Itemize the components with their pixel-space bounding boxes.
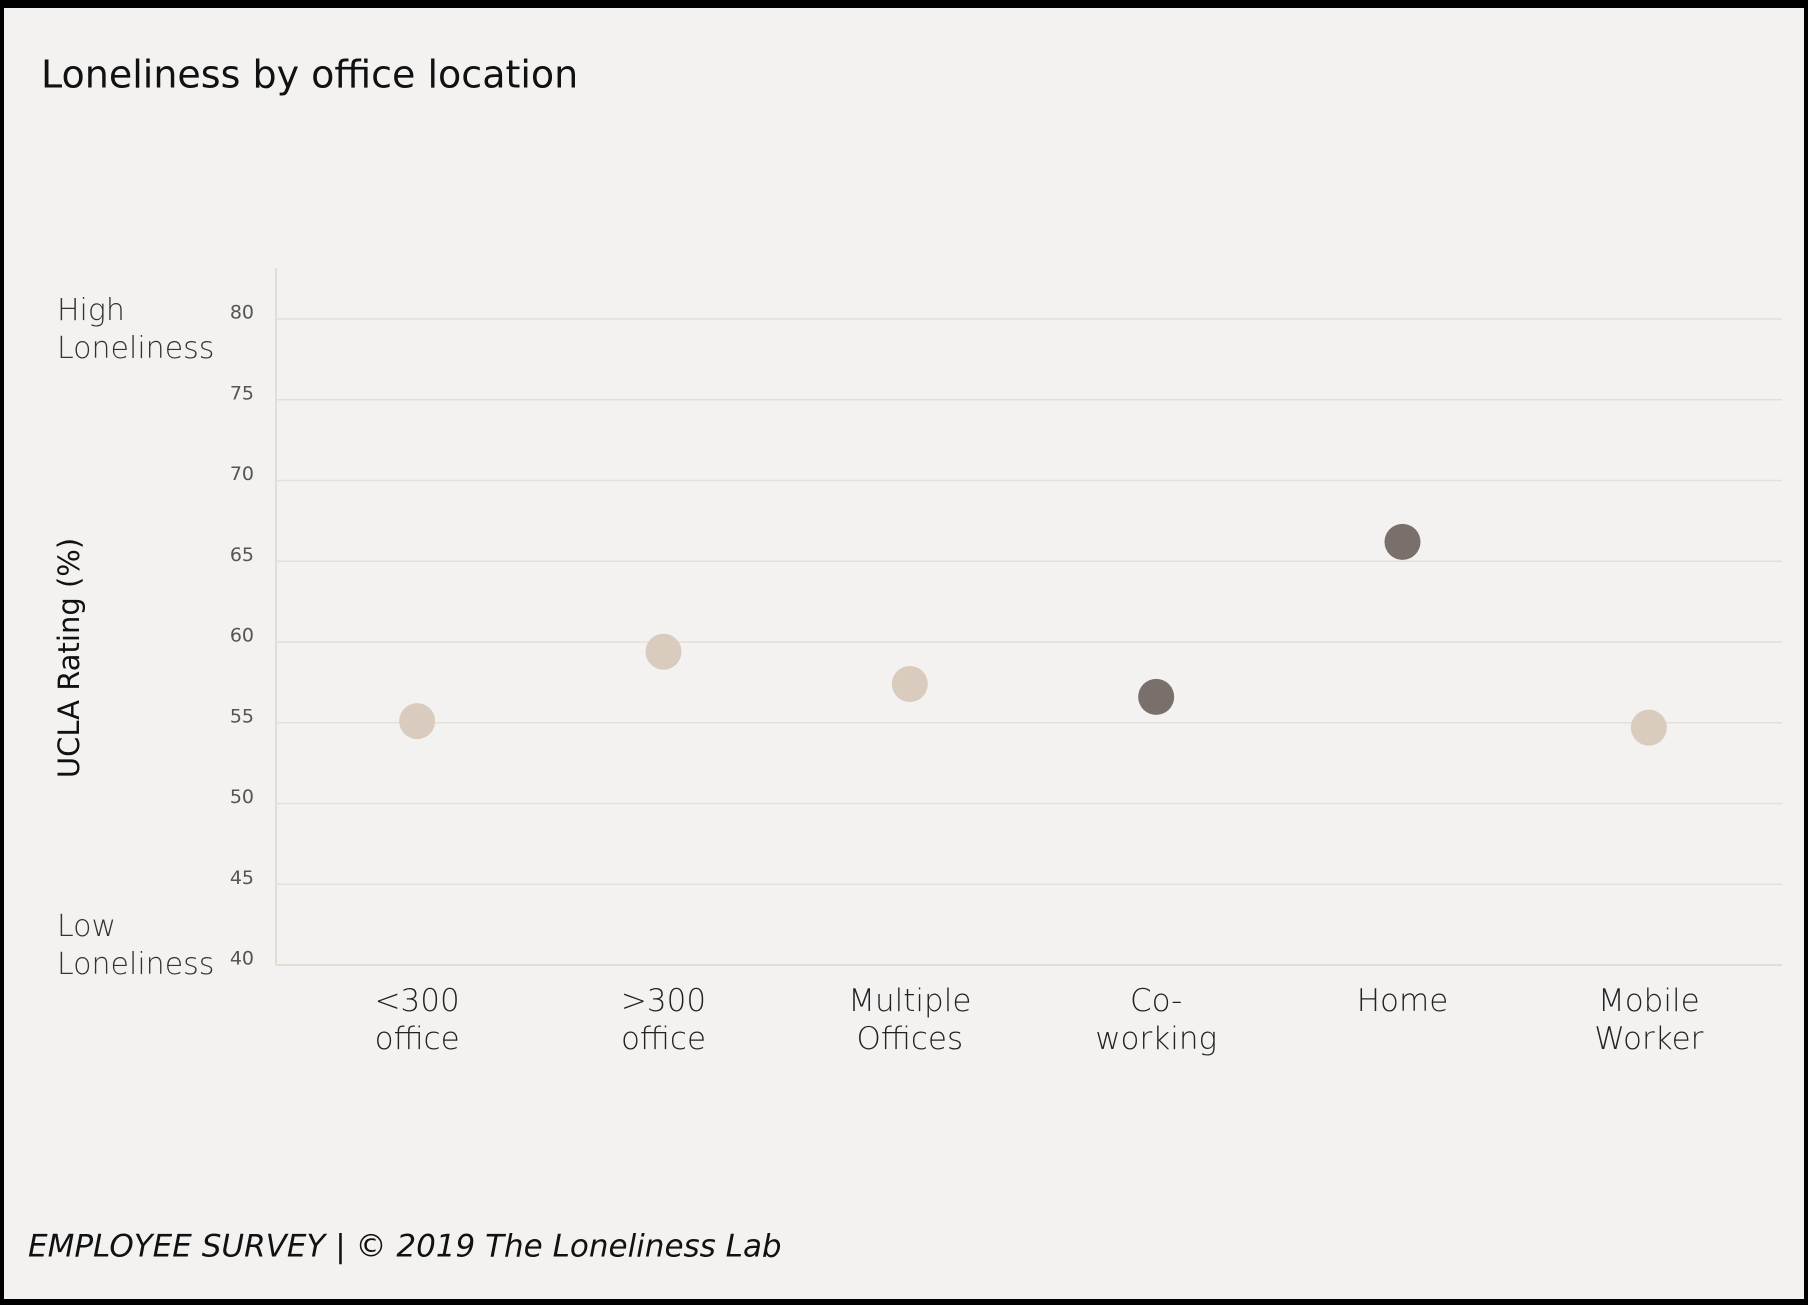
- y-tick-label: 75: [230, 382, 254, 404]
- y-tick-label: 45: [230, 867, 254, 889]
- y-tick-label: 40: [230, 948, 254, 970]
- chart-title: Loneliness by office location: [41, 53, 578, 97]
- x-tick-label: >300 office: [620, 983, 707, 1057]
- x-tick-label: Multiple Offices: [848, 983, 972, 1057]
- y-tick-label: 60: [230, 625, 254, 647]
- annotation-high: High Loneliness: [57, 293, 215, 366]
- y-tick-label: 55: [230, 705, 254, 727]
- x-tick-label: Home: [1356, 983, 1449, 1019]
- dot: [399, 703, 436, 740]
- dot: [1138, 678, 1175, 715]
- y-tick-label: 50: [230, 786, 254, 808]
- dot: [1384, 523, 1421, 560]
- annotation-low: Low Loneliness: [57, 909, 215, 982]
- background: [4, 8, 1804, 1299]
- dot: [891, 665, 928, 702]
- x-tick-label: Mobile Worker: [1594, 983, 1704, 1057]
- y-tick-label: 70: [230, 463, 254, 485]
- x-tick-label: <300 office: [374, 983, 460, 1057]
- y-tick-label: 65: [230, 544, 254, 566]
- dot: [1630, 709, 1667, 746]
- dot: [645, 633, 682, 670]
- y-axis-label: UCLA Rating (%): [52, 538, 86, 778]
- x-tick-label: Co-working: [1095, 983, 1218, 1057]
- y-tick-label: 80: [230, 302, 254, 324]
- footer: EMPLOYEE SURVEY | © 2019 The Loneliness …: [28, 1229, 782, 1265]
